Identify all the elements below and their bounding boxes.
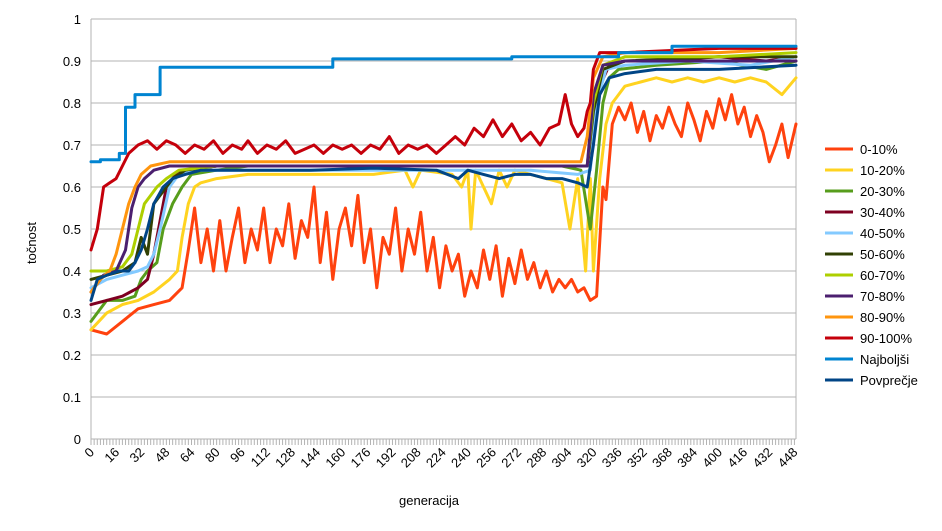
- legend-label: 20-30%: [860, 184, 905, 199]
- x-tick-label: 368: [649, 445, 675, 471]
- series-line: [89, 76, 798, 332]
- x-tick-label: 224: [423, 445, 449, 471]
- series-line: [89, 93, 798, 336]
- x-tick-label: 384: [674, 445, 700, 471]
- x-tick-label: 272: [498, 445, 524, 471]
- legend-label: 0-10%: [860, 142, 898, 157]
- x-axis-title: generacija: [399, 493, 460, 508]
- x-tick-label: 304: [548, 445, 574, 471]
- x-tick-label: 352: [624, 445, 650, 471]
- x-tick-label: 448: [775, 445, 801, 471]
- y-tick-label: 0.5: [63, 222, 81, 237]
- legend-label: 70-80%: [860, 289, 905, 304]
- x-tick-label: 80: [202, 445, 223, 466]
- y-tick-label: 0: [74, 432, 81, 447]
- y-tick-label: 0.8: [63, 96, 81, 111]
- y-tick-label: 0.2: [63, 348, 81, 363]
- grid-lines: [91, 18, 796, 398]
- series-line: [89, 46, 798, 294]
- x-tick-label: 64: [177, 445, 198, 466]
- x-tick-label: 400: [699, 445, 725, 471]
- x-tick-label: 192: [373, 445, 399, 471]
- x-tick-label: 416: [724, 445, 750, 471]
- y-tick-label: 0.1: [63, 390, 81, 405]
- x-tick-label: 288: [523, 445, 549, 471]
- y-tick-label: 0.6: [63, 180, 81, 195]
- x-tick-label: 160: [322, 445, 348, 471]
- y-tick-label: 0.4: [63, 264, 81, 279]
- y-axis-title: točnost: [24, 222, 39, 264]
- y-tick-label: 1: [74, 12, 81, 27]
- series-line: [89, 44, 798, 164]
- x-tick-label: 112: [248, 445, 273, 470]
- x-tick-label: 0: [81, 445, 97, 461]
- series-line: [89, 63, 798, 302]
- series-lines: [89, 44, 798, 336]
- x-tick-label: 256: [473, 445, 499, 471]
- x-tick-label: 144: [297, 445, 323, 471]
- legend-label: 90-100%: [860, 331, 912, 346]
- x-tick-label: 16: [101, 445, 122, 466]
- x-tick-label: 320: [574, 445, 600, 471]
- x-tick-label: 176: [348, 445, 374, 471]
- x-tick-label: 128: [272, 445, 298, 471]
- y-tick-label: 0.9: [63, 54, 81, 69]
- legend-label: 10-20%: [860, 163, 905, 178]
- x-tick-label: 208: [398, 445, 424, 471]
- x-tick-label: 32: [127, 445, 148, 466]
- y-tick-label: 0.3: [63, 306, 81, 321]
- legend: 0-10% 10-20% 20-30% 30-40% 40-50% 50-60% 60-70…: [825, 142, 918, 388]
- legend-label: 60-70%: [860, 268, 905, 283]
- y-tick-label: 0.7: [63, 138, 81, 153]
- x-tick-label: 432: [749, 445, 775, 471]
- series-line: [89, 59, 798, 323]
- legend-label: Najboljši: [860, 352, 909, 367]
- x-tick-label: 48: [152, 445, 173, 466]
- legend-label: 80-90%: [860, 310, 905, 325]
- x-tick-label: 96: [227, 445, 248, 466]
- x-tick-label: 336: [599, 445, 625, 471]
- legend-label: Povprečje: [860, 373, 918, 388]
- legend-label: 50-60%: [860, 247, 905, 262]
- series-line: [89, 46, 798, 252]
- x-tick-label: 240: [448, 445, 474, 471]
- series-line: [89, 59, 798, 294]
- legend-label: 40-50%: [860, 226, 905, 241]
- legend-label: 30-40%: [860, 205, 905, 220]
